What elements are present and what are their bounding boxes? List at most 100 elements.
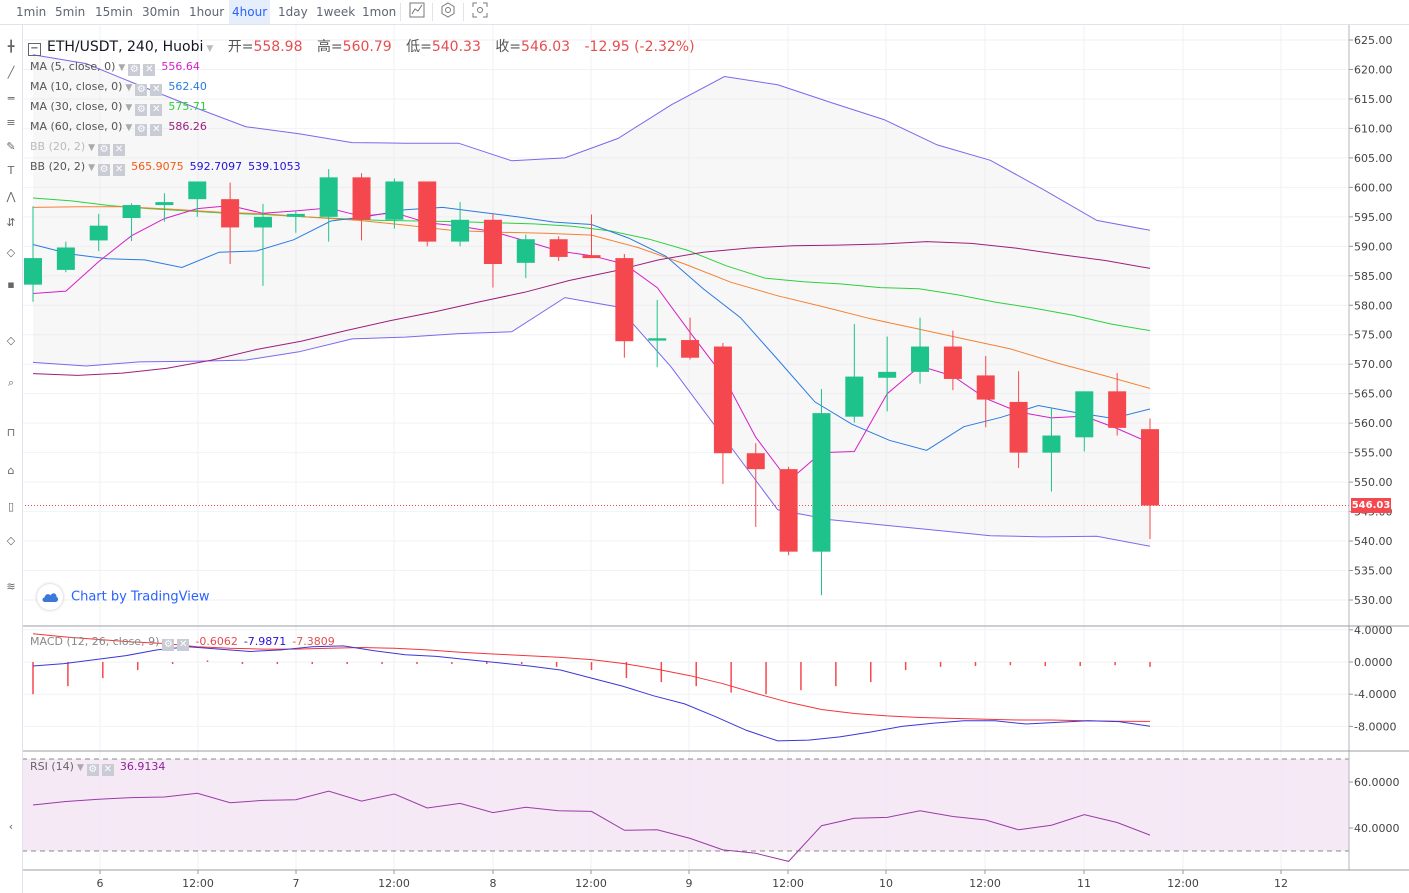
bb2-remove-icon[interactable]: ✕ bbox=[113, 164, 126, 176]
ma10-dropdown-icon[interactable]: ▼ bbox=[125, 83, 133, 93]
ma5-value: 556.64 bbox=[161, 60, 200, 73]
ma30-settings-icon[interactable]: ⚙ bbox=[135, 104, 148, 116]
low-label: 低= bbox=[406, 39, 432, 55]
candle bbox=[681, 317, 700, 360]
horizontal-line-icon[interactable]: ═ bbox=[7, 92, 15, 105]
measure-icon[interactable]: ▪ bbox=[7, 278, 15, 291]
macd-remove-icon[interactable]: ✕ bbox=[177, 639, 190, 651]
crosshair-icon[interactable]: ╋ bbox=[7, 40, 15, 53]
collapse-toolbar-icon[interactable]: ‹ bbox=[8, 820, 14, 833]
ma60-settings-icon[interactable]: ⚙ bbox=[135, 124, 148, 136]
timeframe-1hour[interactable]: 1hour bbox=[189, 5, 225, 19]
text-icon[interactable]: T bbox=[7, 164, 15, 177]
bb2-settings-icon[interactable]: ⚙ bbox=[98, 164, 111, 176]
visibility-icon[interactable]: ▯ bbox=[7, 500, 15, 513]
candle-body bbox=[89, 225, 108, 241]
candle bbox=[24, 206, 42, 302]
candle bbox=[155, 193, 174, 222]
rsi-dropdown-icon[interactable]: ▼ bbox=[76, 763, 84, 773]
timeframe-1day[interactable]: 1day bbox=[278, 5, 308, 19]
ma30-remove-icon[interactable]: ✕ bbox=[150, 104, 163, 116]
rsi-remove-icon[interactable]: ✕ bbox=[101, 764, 114, 776]
timeframe-1week[interactable]: 1week bbox=[316, 5, 356, 19]
candle bbox=[418, 181, 437, 247]
bb1-label: BB (20, 2) bbox=[30, 140, 86, 153]
collapse-legend-icon[interactable]: − bbox=[28, 43, 41, 56]
candle bbox=[221, 182, 240, 264]
bb2-dropdown-icon[interactable]: ▼ bbox=[88, 163, 96, 173]
bb1-dropdown-icon[interactable]: ▼ bbox=[88, 143, 96, 153]
ma60-remove-icon[interactable]: ✕ bbox=[150, 124, 163, 136]
candle-body bbox=[582, 255, 601, 259]
macd-settings-icon[interactable]: ⚙ bbox=[162, 639, 175, 651]
candles bbox=[24, 169, 1159, 596]
zoom-icon[interactable]: ⌕ bbox=[7, 376, 15, 389]
prediction-icon[interactable]: ⇵ bbox=[6, 216, 16, 229]
timeframe-5min[interactable]: 5min bbox=[55, 5, 86, 19]
candle-body bbox=[1141, 429, 1159, 506]
timeframe-4hour[interactable]: 4hour bbox=[229, 0, 271, 24]
bb1-settings-icon[interactable]: ⚙ bbox=[98, 144, 111, 156]
rsi-settings-icon[interactable]: ⚙ bbox=[86, 764, 99, 776]
ma5-remove-icon[interactable]: ✕ bbox=[143, 64, 156, 76]
candle bbox=[549, 236, 568, 262]
chart-style-icon-glyph bbox=[409, 2, 425, 18]
eraser-icon[interactable]: ◇ bbox=[6, 334, 16, 347]
y-tick-label: 590.00 bbox=[1354, 240, 1393, 253]
rsi-y-tick-label: 60.0000 bbox=[1354, 776, 1400, 789]
trash-icon[interactable]: ◇ bbox=[6, 534, 16, 547]
settings-icon[interactable] bbox=[437, 2, 459, 22]
candle bbox=[1075, 391, 1094, 452]
hide-drawings-icon[interactable]: ≋ bbox=[6, 580, 16, 593]
fullscreen-icon[interactable] bbox=[469, 2, 491, 22]
high-value: 560.79 bbox=[342, 39, 392, 55]
ma5-label: MA (5, close, 0) bbox=[30, 60, 116, 73]
macd-signal-value: -7.3809 bbox=[292, 635, 335, 648]
pen-icon[interactable]: ✎ bbox=[6, 140, 16, 153]
ma10-settings-icon[interactable]: ⚙ bbox=[135, 84, 148, 96]
open-value: 558.98 bbox=[253, 39, 303, 55]
ma5-settings-icon[interactable]: ⚙ bbox=[128, 64, 141, 76]
candle bbox=[516, 234, 535, 279]
macd-y-tick-label: 4.0000 bbox=[1354, 624, 1393, 637]
y-tick-label: 540.00 bbox=[1354, 535, 1393, 548]
x-tick-label: 12:00 bbox=[575, 877, 607, 890]
candle bbox=[582, 214, 601, 259]
candle bbox=[1141, 418, 1159, 540]
rsi-label: RSI (14) bbox=[30, 760, 74, 773]
candle bbox=[1108, 373, 1127, 436]
shapes-icon[interactable]: ◇ bbox=[6, 246, 16, 259]
x-tick-label: 9 bbox=[686, 877, 693, 890]
magnet-icon[interactable]: ⊓ bbox=[6, 426, 16, 439]
lock-icon[interactable]: ⌂ bbox=[7, 464, 15, 477]
timeframe-15min[interactable]: 15min bbox=[95, 5, 133, 19]
fib-icon[interactable]: ≡ bbox=[6, 116, 16, 129]
ma30-dropdown-icon[interactable]: ▼ bbox=[125, 103, 133, 113]
timeframe-1mon[interactable]: 1mon bbox=[362, 5, 397, 19]
ma60-label: MA (60, close, 0) bbox=[30, 120, 123, 133]
candle-body bbox=[418, 181, 437, 242]
y-tick-label: 530.00 bbox=[1354, 594, 1393, 607]
candle-body bbox=[221, 199, 240, 228]
bb1-remove-icon[interactable]: ✕ bbox=[113, 144, 126, 156]
chart-style-icon[interactable] bbox=[406, 2, 428, 22]
candle-body bbox=[155, 202, 174, 206]
x-tick-label: 10 bbox=[879, 877, 893, 890]
rsi-value: 36.9134 bbox=[119, 760, 166, 773]
timeframe-30min[interactable]: 30min bbox=[142, 5, 180, 19]
symbol-dropdown-icon[interactable]: ▼ bbox=[206, 44, 214, 54]
trend-line-icon[interactable]: ╱ bbox=[7, 66, 15, 79]
candle bbox=[615, 253, 634, 358]
ma10-remove-icon[interactable]: ✕ bbox=[150, 84, 163, 96]
y-tick-label: 580.00 bbox=[1354, 299, 1393, 312]
y-tick-label: 560.00 bbox=[1354, 417, 1393, 430]
drawing-toolbar: ╋ ╱ ═ ≡ ✎ T ⋀ ⇵ ◇ ▪ ◇ ⌕ ⊓ ⌂ ▯ ◇ ≋ ‹ bbox=[0, 25, 23, 893]
y-tick-label: 550.00 bbox=[1354, 476, 1393, 489]
tradingview-branding[interactable]: Chart by TradingView bbox=[37, 584, 209, 610]
candle-body bbox=[56, 247, 75, 270]
pattern-icon[interactable]: ⋀ bbox=[6, 190, 16, 203]
timeframe-1min[interactable]: 1min bbox=[16, 5, 47, 19]
ma60-dropdown-icon[interactable]: ▼ bbox=[125, 123, 133, 133]
ma5-dropdown-icon[interactable]: ▼ bbox=[118, 63, 126, 73]
